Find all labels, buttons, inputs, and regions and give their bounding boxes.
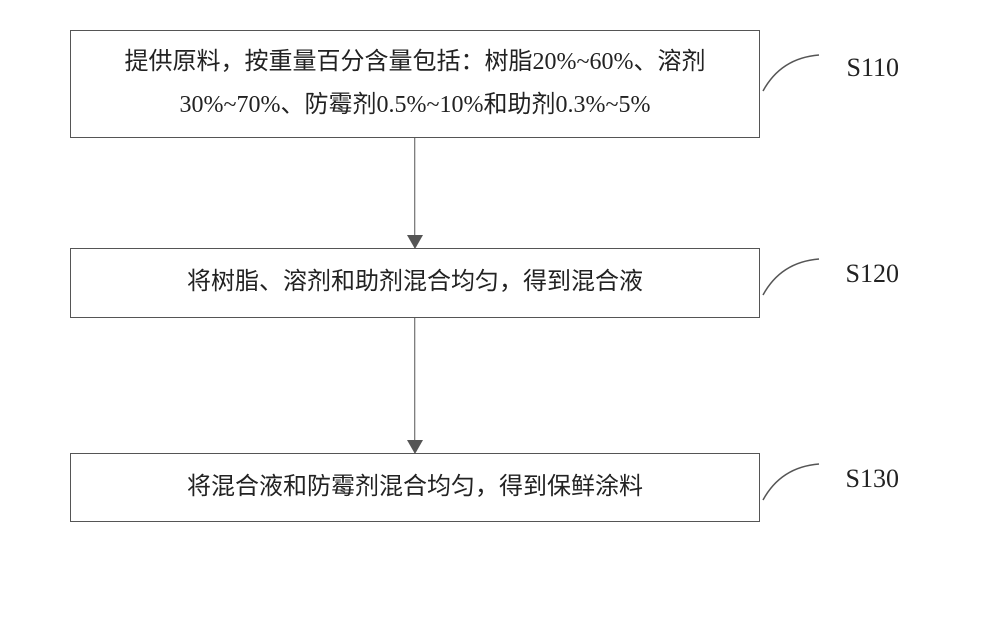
arrow-s120-s130: [70, 318, 760, 453]
leader-curve: [761, 462, 821, 502]
step-text-line1: 将混合液和防霉剂混合均匀，得到保鲜涂料: [91, 466, 739, 509]
step-text-line1: 将树脂、溶剂和助剂混合均匀，得到混合液: [91, 261, 739, 304]
arrow-head-icon: [407, 235, 423, 249]
arrow-head-icon: [407, 440, 423, 454]
leader-curve: [761, 257, 821, 297]
step-label-s120: S120: [846, 251, 899, 298]
step-box-s110: 提供原料，按重量百分含量包括：树脂20%~60%、溶剂 30%~70%、防霉剂0…: [70, 30, 760, 138]
arrow-line: [414, 138, 415, 248]
leader-curve: [761, 53, 821, 93]
step-label-s130: S130: [846, 456, 899, 503]
step-text-line2: 30%~70%、防霉剂0.5%~10%和助剂0.3%~5%: [91, 84, 739, 127]
step-box-s130: 将混合液和防霉剂混合均匀，得到保鲜涂料 S130: [70, 453, 760, 522]
step-label-s110: S110: [847, 45, 900, 92]
step-text-line1: 提供原料，按重量百分含量包括：树脂20%~60%、溶剂: [91, 41, 739, 84]
flowchart-container: 提供原料，按重量百分含量包括：树脂20%~60%、溶剂 30%~70%、防霉剂0…: [70, 30, 930, 522]
step-box-s120: 将树脂、溶剂和助剂混合均匀，得到混合液 S120: [70, 248, 760, 317]
arrow-line: [414, 318, 415, 453]
arrow-s110-s120: [70, 138, 760, 248]
